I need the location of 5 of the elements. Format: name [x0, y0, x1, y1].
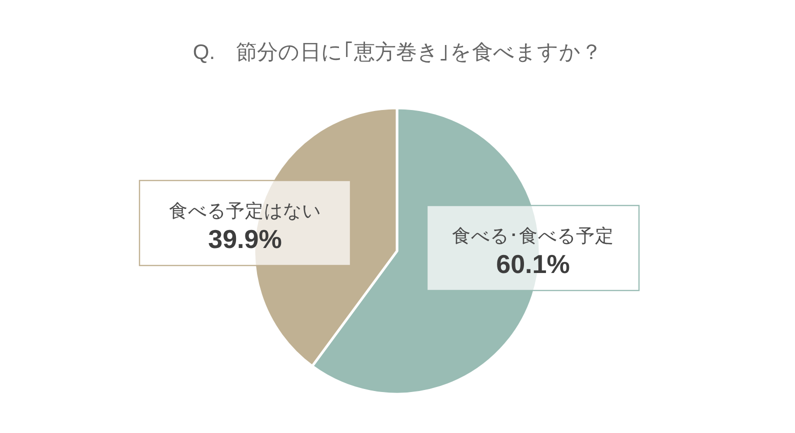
data-label: 60.1% [496, 249, 570, 279]
slice-label: 食べる･食べる予定 [452, 225, 614, 246]
title: Q. 節分の日に｢恵方巻き｣を食べますか？ [192, 41, 602, 64]
data-label: 39.9% [208, 224, 282, 254]
slice-label: 食べる予定はない [169, 200, 321, 221]
